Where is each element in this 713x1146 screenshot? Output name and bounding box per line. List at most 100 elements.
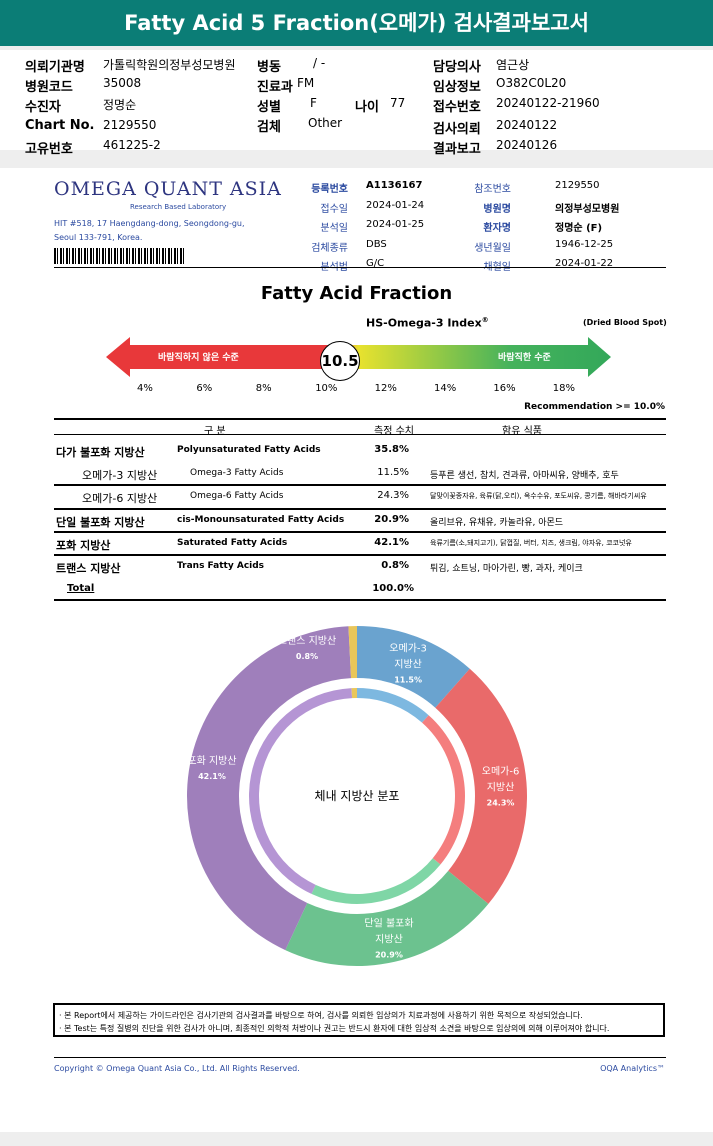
meta-value: 의정부성모병원	[555, 203, 620, 215]
info-value: 가톨릭학원의정부성모병원	[103, 58, 236, 72]
tick-label: 18%	[552, 383, 576, 394]
info-label: 담당의사	[433, 60, 481, 75]
meta-value: A1136167	[366, 180, 423, 191]
row-value: 20.9%	[374, 514, 409, 525]
divider	[54, 599, 666, 601]
inner-ring-slice	[351, 688, 357, 699]
row-value: 11.5%	[377, 467, 409, 478]
slice-value: 42.1%	[198, 772, 226, 781]
meta-label: 채혈일	[455, 258, 511, 273]
tick-label: 4%	[137, 383, 153, 394]
row-name-ko: 포화 지방산	[56, 539, 111, 552]
slice-label: 지방산	[487, 782, 515, 794]
col-header: 함유 식품	[502, 426, 542, 437]
meta-value: 2024-01-22	[555, 258, 614, 269]
meta-value: 2024-01-24	[366, 199, 425, 211]
meta-label: 분석법	[292, 258, 348, 273]
meta-value: 2024-01-25	[366, 219, 425, 230]
meta-label: 생년월일	[474, 242, 511, 254]
row-foods: 육류기름(소,돼지고기), 닭껍질, 버터, 치즈, 생크림, 야자유, 코코넛…	[430, 539, 632, 547]
copyright: Copyright © Omega Quant Asia Co., Ltd. A…	[54, 1064, 300, 1073]
info-value: FM	[297, 76, 315, 90]
brand-mark: OQA Analytics™	[600, 1064, 665, 1073]
info-value: 20240122	[496, 118, 558, 132]
inner-ring-slice	[357, 688, 429, 723]
slice-label: 오메가-6	[482, 766, 520, 778]
lab-address-1: HIT #518, 17 Haengdang-dong, Seongdong-g…	[54, 219, 245, 228]
registered-mark: ®	[481, 316, 489, 324]
good-level-label: 바람직한 수준	[498, 353, 551, 363]
disclaimer-box: · 본 Report에서 제공하는 가이드라인은 검사기관의 검사결과를 바탕으…	[53, 1003, 665, 1037]
row-name-en: Saturated Fatty Acids	[177, 538, 288, 548]
row-foods: 달맞이꽃종자유, 육류(닭,오리), 옥수수유, 포도씨유, 콩기름, 해바라기…	[430, 492, 647, 500]
info-value: 염근상	[496, 58, 530, 72]
slice-label: 오메가-3	[389, 642, 427, 654]
lab-logo: OMEGA QUANT ASIA	[54, 178, 282, 200]
tick-label: 8%	[255, 383, 272, 394]
tick-label: 14%	[434, 383, 457, 394]
slice-label: 포화 지방산	[187, 755, 236, 767]
total-value: 100.0%	[372, 583, 414, 594]
donut-slice	[285, 870, 489, 966]
meta-label: 분석일	[320, 223, 348, 234]
index-title-text: HS-Omega-3 Index	[366, 316, 482, 330]
sample-type: (Dried Blood Spot)	[583, 318, 667, 327]
info-label: 검사의뢰	[433, 122, 481, 137]
divider	[54, 267, 666, 268]
slice-value: 20.9%	[375, 950, 403, 959]
row-value: 42.1%	[374, 537, 409, 548]
info-label: 병동	[257, 60, 281, 75]
info-value: 20240126	[496, 138, 558, 152]
divider	[54, 1057, 666, 1058]
bad-level-label: 바람직하지 않은 수준	[158, 353, 239, 363]
slice-value: 24.3%	[487, 799, 515, 808]
info-value: O382C0L20	[496, 76, 567, 90]
col-header: 구 분	[204, 426, 226, 437]
tick-label: 16%	[493, 383, 516, 394]
meta-value: 2129550	[555, 180, 600, 191]
slice-label: 트랜스 지방산	[278, 635, 336, 647]
info-value: Other	[308, 116, 343, 130]
row-foods: 올리브유, 유채유, 카놀라유, 아몬드	[430, 518, 564, 528]
slice-value: 0.8%	[296, 652, 318, 661]
meta-value: 정명순 (F)	[555, 223, 603, 234]
index-title: HS-Omega-3 Index®	[366, 316, 489, 330]
info-label: 의뢰기관명	[25, 60, 85, 75]
tick-label: 10%	[315, 383, 338, 394]
lab-tagline: Research Based Laboratory	[130, 203, 227, 211]
row-name-ko: 단일 불포화 지방산	[56, 516, 145, 529]
slice-label: 지방산	[375, 933, 403, 945]
meta-label: 검체종류	[311, 242, 348, 254]
meta-label: 병원명	[483, 203, 511, 215]
meta-label: 접수일	[320, 203, 348, 215]
donut-center-title: 체내 지방산 분포	[315, 789, 400, 803]
meta-value: DBS	[366, 238, 387, 250]
info-value: 2129550	[103, 118, 157, 132]
info-value: F	[310, 96, 317, 110]
disclaimer-line: · 본 Report에서 제공하는 가이드라인은 검사기관의 검사결과를 바탕으…	[59, 1011, 583, 1020]
row-divider	[54, 508, 666, 510]
info-value: 77	[390, 96, 406, 110]
row-name-en: Trans Fatty Acids	[177, 561, 265, 571]
info-value: 35008	[103, 76, 142, 90]
row-name-en: Polyunsaturated Fatty Acids	[177, 445, 321, 455]
total-label: Total	[67, 583, 95, 594]
info-label: Chart No.	[25, 118, 95, 133]
info-value: 461225-2	[103, 138, 161, 152]
tick-label: 6%	[196, 383, 213, 394]
inner-ring-slice	[311, 858, 441, 904]
index-value-marker: 10.5	[320, 341, 361, 381]
slice-label: 지방산	[394, 658, 422, 670]
info-label: 수진자	[25, 100, 61, 115]
slice-value: 11.5%	[394, 675, 422, 684]
report-title: Fatty Acid 5 Fraction(오메가) 검사결과보고서	[0, 0, 713, 46]
row-name-ko: 오메가-6 지방산	[82, 492, 158, 505]
row-name-ko: 트랜스 지방산	[56, 562, 121, 575]
meta-value: 1946-12-25	[555, 238, 614, 250]
recommendation: Recommendation >= 10.0%	[524, 402, 665, 412]
info-label: 검체	[257, 120, 281, 135]
info-label: 접수번호	[433, 100, 481, 115]
info-label: 고유번호	[25, 142, 73, 157]
barcode	[54, 248, 184, 264]
info-label: 진료과	[257, 80, 293, 95]
